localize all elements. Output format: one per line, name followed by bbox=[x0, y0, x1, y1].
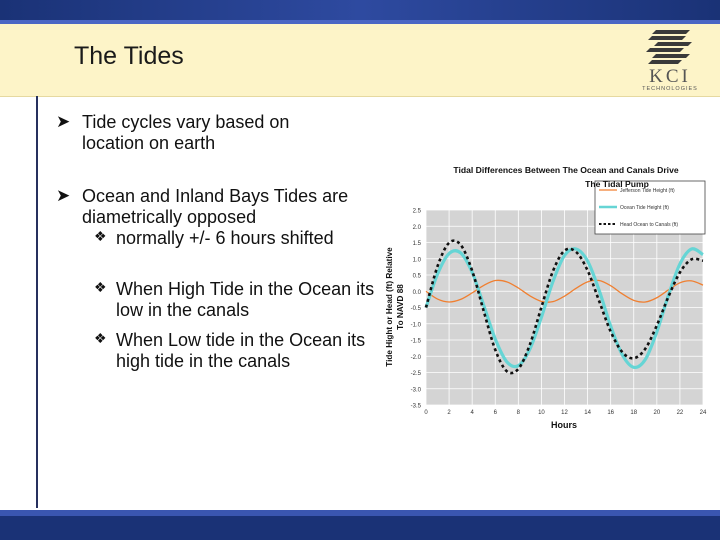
arrow-bullet-icon: ➤ bbox=[56, 112, 71, 131]
x-tick-label: 18 bbox=[630, 410, 637, 416]
x-axis-label: Hours bbox=[551, 420, 577, 430]
sub-bullet-text: When High Tide in the Ocean its low in t… bbox=[116, 279, 375, 320]
x-tick-label: 12 bbox=[561, 410, 568, 416]
logo-text: KCI bbox=[649, 66, 691, 87]
y-tick-label: -3.0 bbox=[411, 387, 422, 393]
x-tick-label: 22 bbox=[677, 410, 684, 416]
bullet-item: ➤ Tide cycles vary based on location on … bbox=[56, 112, 356, 154]
arrow-bullet-icon: ➤ bbox=[56, 186, 71, 205]
chart-title-line-2: The Tidal Pump bbox=[585, 179, 649, 189]
tidal-chart: 2.5 2.0 1.5 1.0 0.5 0.0 -0.5 -1.0 -1.5 -2.0 -2.5 -3… bbox=[376, 160, 712, 432]
y-tick-label: 2.5 bbox=[413, 209, 422, 215]
diamond-bullet-icon: ❖ bbox=[94, 279, 107, 295]
x-tick-label: 0 bbox=[424, 410, 428, 416]
x-tick-label: 20 bbox=[653, 410, 660, 416]
x-tick-label: 6 bbox=[494, 410, 498, 416]
y-tick-label: 1.0 bbox=[413, 257, 422, 263]
kci-logo-icon bbox=[646, 30, 692, 64]
y-tick-label: 0.0 bbox=[413, 290, 422, 296]
y-tick-label: -2.0 bbox=[411, 355, 422, 361]
x-tick-label: 2 bbox=[447, 410, 451, 416]
legend-label: Ocean Tide Height (ft) bbox=[620, 205, 669, 211]
title-band bbox=[0, 24, 720, 97]
x-tick-label: 8 bbox=[517, 410, 521, 416]
series-line-1 bbox=[425, 279, 704, 303]
sub-bullet-item: ❖ When High Tide in the Ocean its low in… bbox=[94, 279, 384, 321]
top-banner bbox=[0, 0, 720, 20]
diamond-bullet-icon: ❖ bbox=[94, 330, 107, 346]
left-rule bbox=[36, 96, 38, 508]
series-line-2 bbox=[424, 247, 704, 370]
x-tick-label: 4 bbox=[470, 410, 474, 416]
x-tick-label: 14 bbox=[584, 410, 591, 416]
sub-bullet-text: normally +/- 6 hours shifted bbox=[116, 228, 334, 248]
diamond-bullet-icon: ❖ bbox=[94, 228, 107, 244]
x-tick-label: 16 bbox=[607, 410, 614, 416]
bullet-item: ➤ Ocean and Inland Bays Tides are diamet… bbox=[56, 186, 376, 228]
bottom-accent-line bbox=[0, 510, 720, 516]
sub-bullet-item: ❖ When Low tide in the Ocean its high ti… bbox=[94, 330, 384, 372]
sub-bullet-text: When Low tide in the Ocean its high tide… bbox=[116, 330, 366, 371]
top-accent-line bbox=[0, 20, 720, 24]
y-tick-label: -3.5 bbox=[411, 404, 422, 410]
y-tick-label: -1.0 bbox=[411, 322, 422, 328]
y-tick-label: 2.0 bbox=[413, 225, 422, 231]
chart-title-line-1: Tidal Differences Between The Ocean and … bbox=[453, 165, 678, 175]
legend-label: Head Ocean to Canals (ft) bbox=[620, 222, 678, 228]
y-tick-label: -1.5 bbox=[411, 339, 422, 345]
bottom-banner bbox=[0, 516, 720, 540]
y-tick-label: -2.5 bbox=[411, 371, 422, 377]
legend-label: Jefferson Tide Height (ft) bbox=[620, 188, 675, 194]
y-axis-label-line-1: Tide Hight or Head (ft) Relative bbox=[385, 247, 394, 367]
y-tick-label: 0.5 bbox=[413, 274, 422, 280]
bullet-text: Ocean and Inland Bays Tides are diametri… bbox=[82, 186, 349, 227]
y-tick-label: 1.5 bbox=[413, 241, 422, 247]
logo-subtext: TECHNOLOGIES bbox=[642, 86, 698, 92]
slide-title: The Tides bbox=[74, 42, 184, 70]
sub-bullet-item: ❖ normally +/- 6 hours shifted bbox=[94, 228, 384, 249]
y-tick-label: -0.5 bbox=[411, 306, 422, 312]
y-axis-label-line-2: To NAVD 88 bbox=[396, 284, 405, 330]
x-tick-label: 24 bbox=[700, 410, 707, 416]
bullet-text: Tide cycles vary based on location on ea… bbox=[82, 112, 290, 153]
x-tick-label: 10 bbox=[538, 410, 545, 416]
